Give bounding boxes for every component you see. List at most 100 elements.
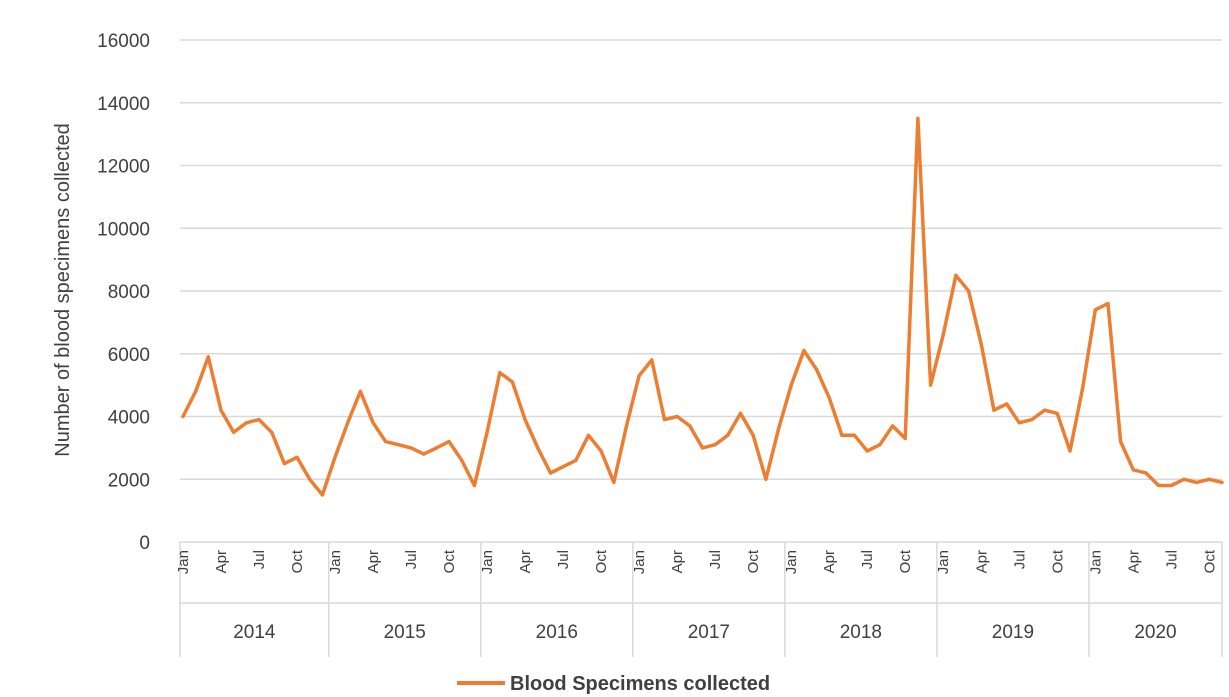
data-point (865, 449, 869, 453)
data-point (346, 421, 350, 425)
data-point (700, 446, 705, 450)
x-tick-label: Jul (403, 550, 420, 569)
data-point (384, 440, 388, 444)
data-point (1004, 402, 1009, 406)
x-tick-label: Jul (555, 550, 572, 569)
data-point (194, 389, 198, 393)
data-point (257, 418, 261, 422)
data-point (751, 433, 755, 437)
data-point (1030, 418, 1034, 422)
data-point (371, 421, 375, 425)
data-point (840, 433, 844, 437)
data-point (523, 418, 527, 422)
data-point (333, 455, 337, 459)
x-tick-label: Jul (1163, 550, 1180, 569)
data-point (282, 461, 286, 466)
legend: Blood Specimens collected (457, 673, 770, 695)
x-tick-label: Oct (745, 549, 762, 573)
legend-label: Blood Specimens collected (510, 673, 770, 695)
data-point (472, 483, 477, 488)
data-point (738, 411, 743, 415)
data-point (232, 430, 236, 434)
y-axis-ticks: 0 2000 4000 6000 8000 10000 12000 14000 16000 (97, 31, 150, 554)
y-tick-label: 2000 (108, 470, 150, 491)
data-point (713, 443, 717, 447)
data-point (928, 383, 933, 387)
data-point (1068, 449, 1072, 453)
data-point (1043, 408, 1047, 412)
data-point (662, 418, 667, 422)
y-tick-label: 10000 (97, 219, 150, 240)
x-tick-label: Apr (1125, 550, 1142, 573)
data-point (510, 380, 515, 384)
data-point (460, 458, 464, 463)
x-tick-label: Oct (1049, 549, 1066, 573)
data-point (637, 374, 641, 378)
y-axis-title: Number of blood specimens collected (52, 123, 74, 457)
y-tick-label: 0 (139, 533, 150, 554)
year-label: 2018 (840, 622, 882, 643)
year-label: 2016 (536, 622, 578, 643)
data-point (181, 414, 185, 419)
data-point (308, 477, 312, 481)
x-tick-label: Jan (935, 550, 952, 574)
data-point (358, 389, 362, 393)
data-point (966, 289, 971, 293)
data-point (599, 449, 603, 453)
data-point (422, 452, 426, 456)
data-point (1195, 480, 1199, 484)
x-axis: Jan Apr Jul Oct 2014 Jan Apr Jul Oct 2015 Jan Apr Ju… (175, 541, 1223, 657)
data-point (992, 408, 996, 412)
data-point (434, 446, 439, 450)
x-tick-label: Apr (973, 550, 990, 573)
y-tick-label: 6000 (108, 345, 150, 366)
x-tick-label: Jul (1011, 550, 1028, 569)
y-tick-label: 12000 (97, 157, 150, 178)
y-tick-label: 14000 (97, 94, 150, 115)
x-tick-label: Jan (1087, 550, 1104, 574)
data-point (396, 443, 401, 447)
data-point (206, 355, 210, 359)
x-tick-label: Oct (289, 549, 306, 573)
x-tick-label: Oct (441, 549, 458, 573)
data-point (916, 116, 920, 121)
data-point (1119, 440, 1123, 444)
year-label: 2015 (384, 622, 426, 643)
data-point (1106, 301, 1110, 306)
data-point (1055, 411, 1059, 415)
x-tick-label: Jan (479, 550, 496, 574)
data-point (954, 273, 958, 277)
data-point (447, 440, 451, 444)
data-point (498, 370, 502, 375)
data-point (561, 465, 565, 469)
data-point (1093, 308, 1097, 312)
series-line (181, 116, 1224, 497)
x-tick-label: Apr (821, 550, 838, 573)
data-point (536, 446, 540, 450)
data-point (802, 349, 806, 353)
data-point (1220, 480, 1224, 484)
data-point (295, 455, 299, 459)
data-point (244, 421, 248, 425)
y-tick-label: 16000 (97, 31, 150, 52)
y-tick-label: 8000 (108, 282, 150, 303)
x-tick-label: Jan (327, 550, 344, 574)
data-point (320, 493, 324, 497)
year-label: 2019 (992, 622, 1034, 643)
data-point (612, 480, 616, 484)
x-tick-label: Oct (593, 549, 610, 573)
data-point (574, 458, 578, 463)
data-point (1144, 471, 1148, 475)
x-tick-label: Jul (707, 550, 724, 569)
gridlines (180, 39, 1222, 480)
year-label: 2020 (1134, 622, 1176, 643)
x-tick-label: Oct (1201, 549, 1218, 573)
data-point (941, 333, 945, 337)
data-point (726, 433, 730, 437)
x-tick-label: Apr (213, 550, 230, 573)
data-point (890, 424, 895, 428)
data-point (1131, 468, 1135, 472)
x-tick-label: Oct (897, 549, 914, 573)
